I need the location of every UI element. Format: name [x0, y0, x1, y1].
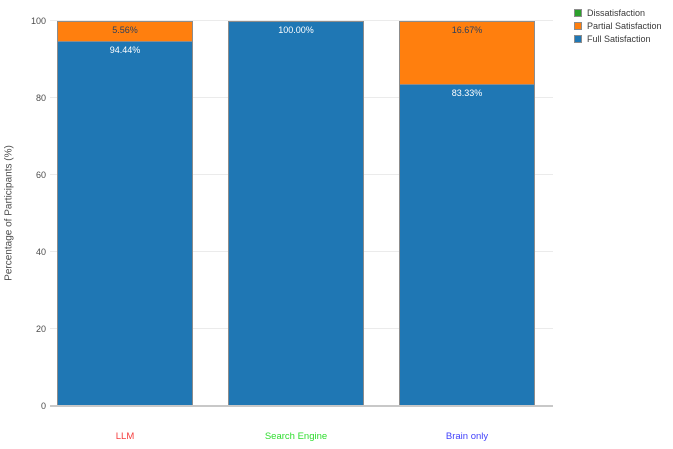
legend-item-partial-satisfaction[interactable]: Partial Satisfaction — [574, 19, 662, 32]
bar-segment-full-satisfaction[interactable]: 94.44% — [57, 42, 193, 406]
x-tick-label-llm: LLM — [115, 431, 135, 442]
bar-brain-only: 16.67% 83.33% — [399, 21, 535, 406]
x-axis-line — [50, 405, 553, 407]
gridline-100 — [50, 20, 553, 21]
legend-item-full-satisfaction[interactable]: Full Satisfaction — [574, 32, 662, 45]
bar-segment-partial-satisfaction[interactable]: 16.67% — [399, 21, 535, 86]
y-tick-label: 0 — [40, 401, 46, 411]
legend: Dissatisfaction Partial Satisfaction Full … — [574, 6, 662, 45]
y-axis-title: Percentage of Participants (%) — [3, 145, 15, 281]
bar-value-label: 5.56% — [112, 25, 138, 36]
legend-swatch-icon — [574, 34, 582, 43]
bar-value-label: 83.33% — [451, 88, 483, 99]
legend-label: Partial Satisfaction — [587, 20, 662, 31]
legend-label: Full Satisfaction — [587, 33, 651, 44]
bar-search-engine: 100.00% — [228, 21, 364, 406]
bar-value-label: 94.44% — [109, 45, 141, 56]
y-tick-label: 60 — [35, 170, 46, 180]
bar-value-label: 16.67% — [451, 25, 483, 36]
bar-segment-full-satisfaction[interactable]: 100.00% — [228, 21, 364, 406]
bar-value-label: 100.00% — [278, 25, 314, 35]
y-tick-label: 100 — [30, 16, 46, 26]
legend-swatch-icon — [574, 21, 582, 30]
legend-label: Dissatisfaction — [587, 7, 646, 18]
y-tick-label: 20 — [35, 324, 46, 334]
legend-swatch-icon — [574, 8, 582, 17]
bar-segment-full-satisfaction[interactable]: 83.33% — [399, 85, 535, 406]
x-tick-label-search-engine: Search Engine — [264, 431, 328, 442]
bar-llm: 5.56% 94.44% — [57, 21, 193, 406]
y-tick-label: 80 — [35, 93, 46, 103]
legend-item-dissatisfaction[interactable]: Dissatisfaction — [574, 6, 662, 19]
plot-area: 5.56% 94.44% 100.00% 16.67% 83.33% — [50, 20, 553, 407]
bar-segment-partial-satisfaction[interactable]: 5.56% — [57, 21, 193, 43]
y-tick-label: 40 — [35, 247, 46, 257]
x-tick-label-brain-only: Brain only — [445, 431, 489, 442]
